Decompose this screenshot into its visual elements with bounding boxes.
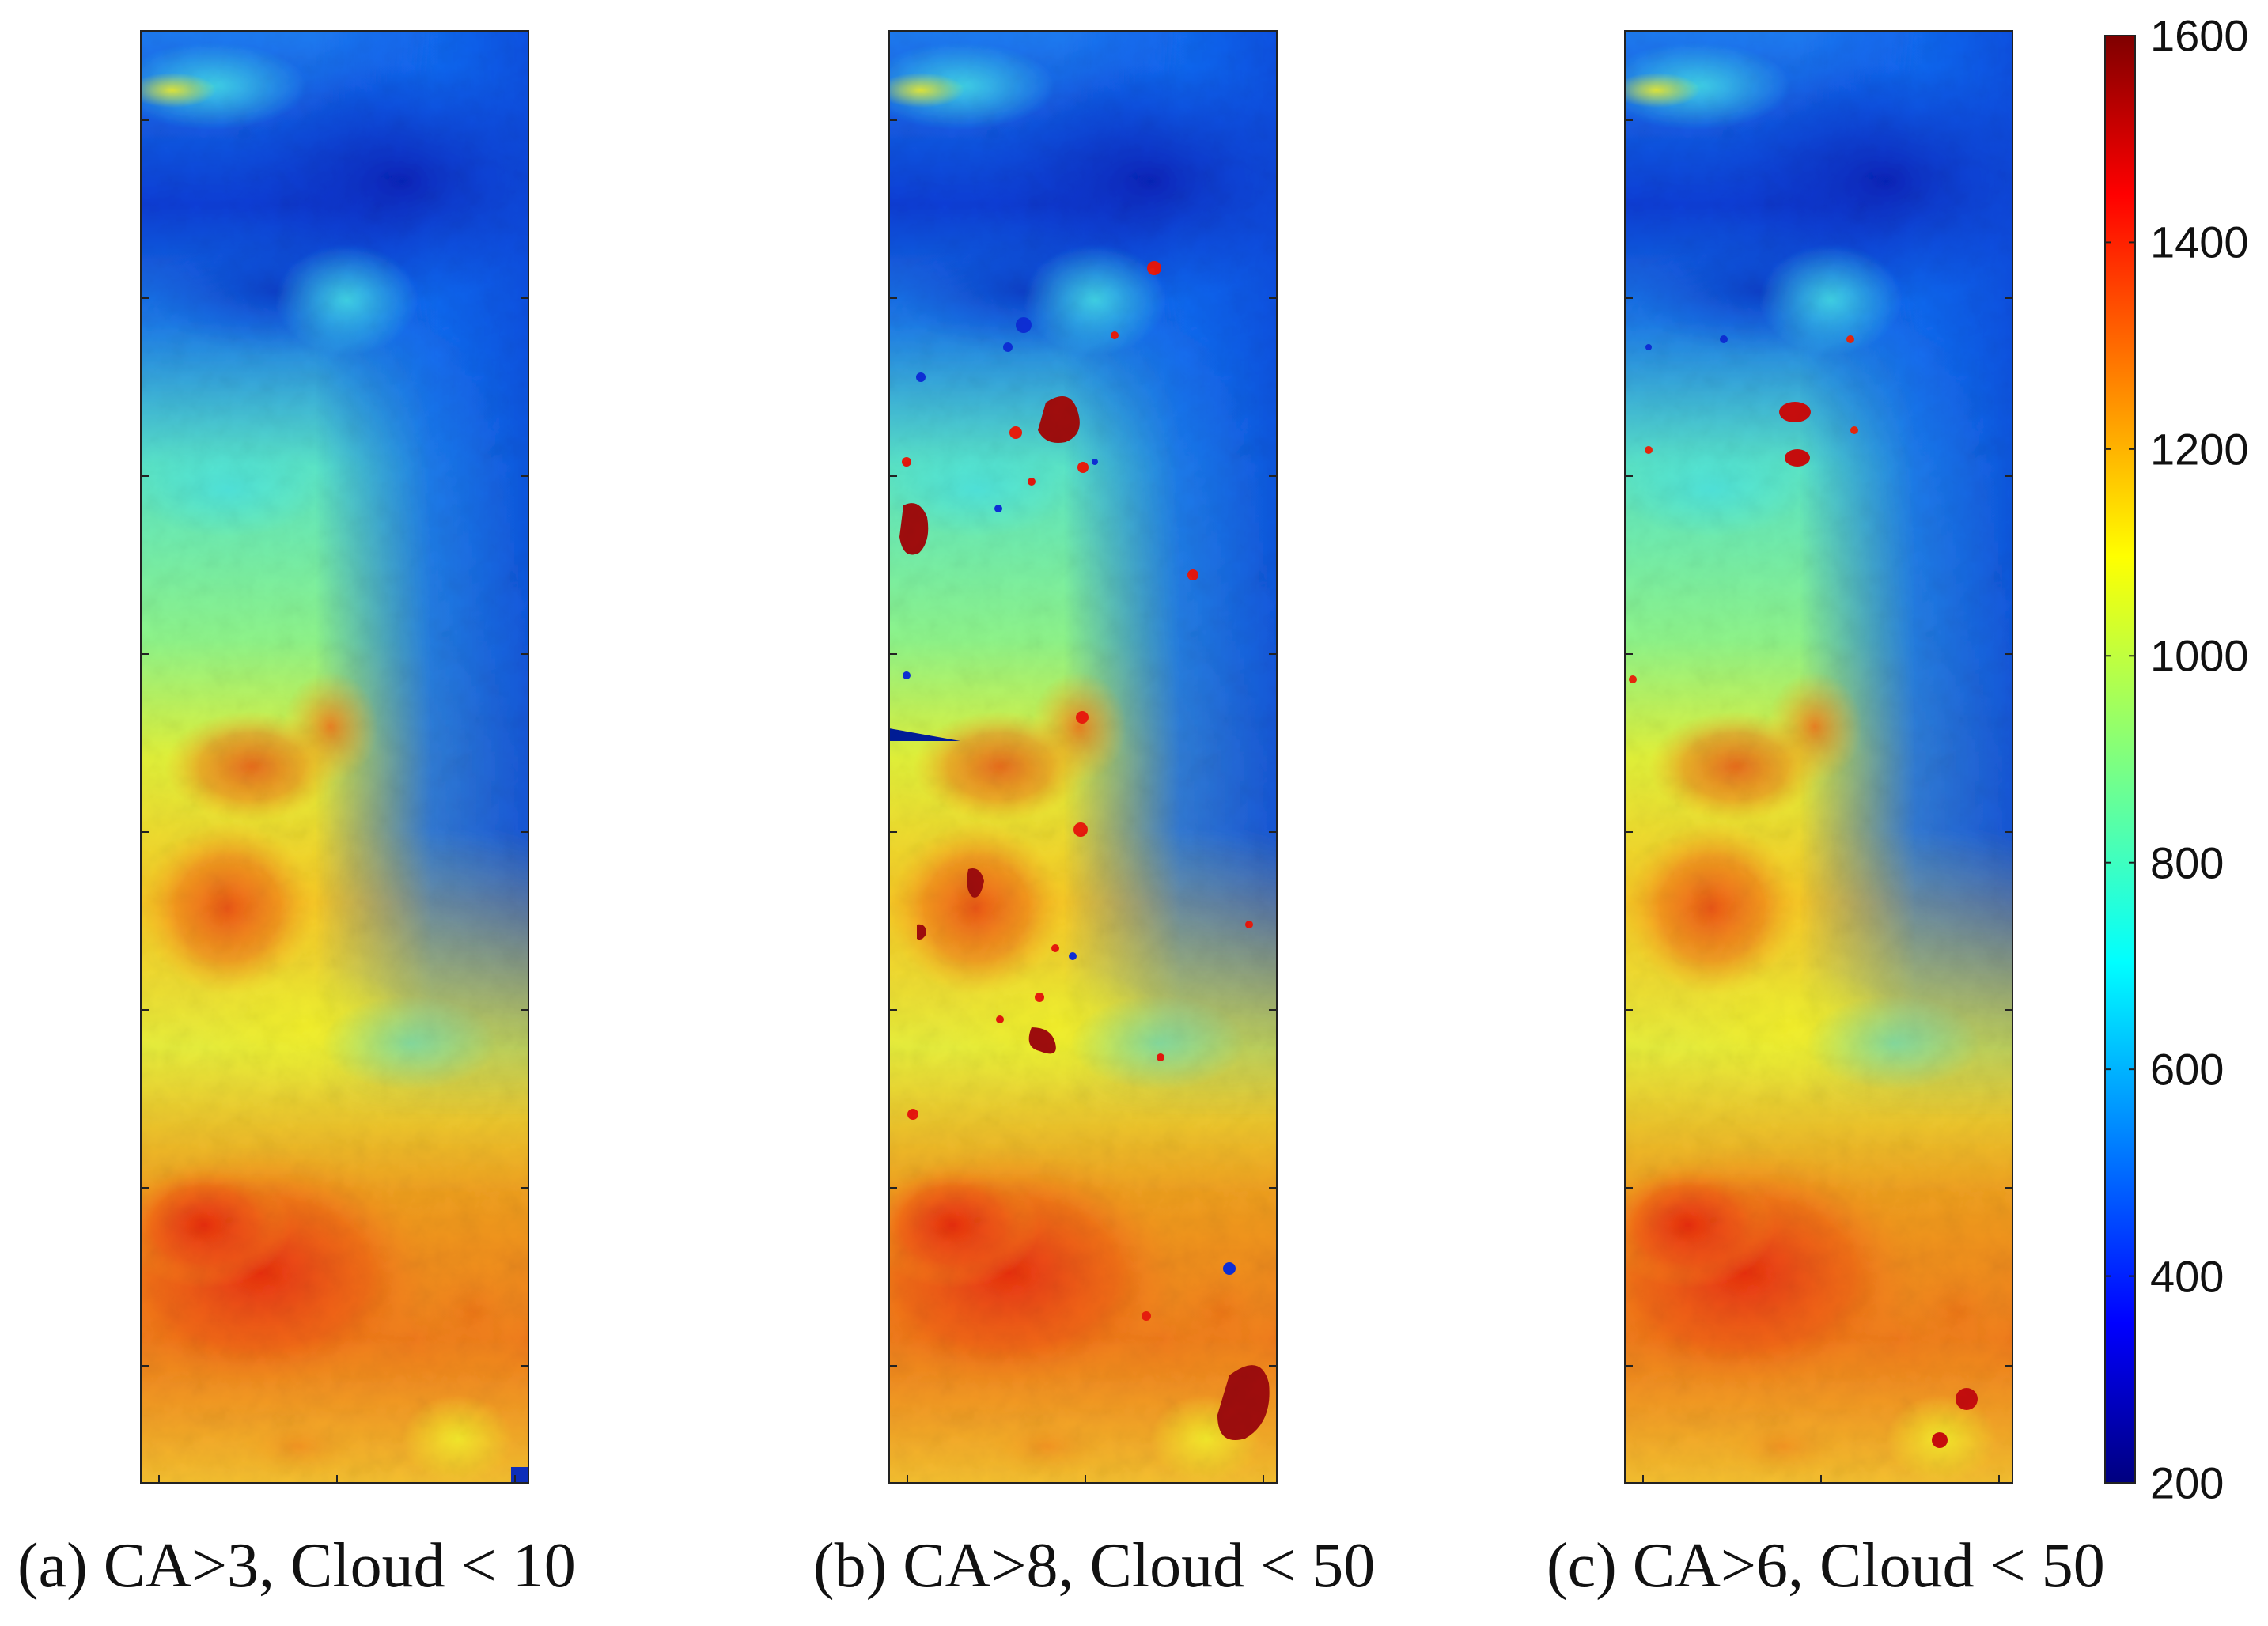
panel-b	[888, 30, 1278, 1484]
colorbar-tick-label: 1000	[2150, 630, 2249, 681]
colorbar-tick-label: 600	[2150, 1044, 2224, 1095]
colorbar-tick-label: 400	[2150, 1251, 2224, 1302]
panel-b-frame	[888, 30, 1278, 1484]
colorbar-tick-label: 1600	[2150, 10, 2249, 61]
colorbar-tick-label: 800	[2150, 838, 2224, 888]
panel-c	[1624, 30, 2013, 1484]
colorbar	[2104, 35, 2136, 1484]
caption-a: (a) CA>3, Cloud < 10	[17, 1531, 576, 1601]
colorbar-gradient	[2104, 35, 2136, 1484]
colorbar-tick-label: 200	[2150, 1458, 2224, 1508]
panel-a	[140, 30, 529, 1484]
caption-c: (c) CA>6, Cloud < 50	[1547, 1531, 2105, 1601]
colorbar-tick-label: 1200	[2150, 424, 2249, 475]
panel-a-frame	[140, 30, 529, 1484]
panel-c-frame	[1624, 30, 2013, 1484]
colorbar-tick-label: 1400	[2150, 217, 2249, 267]
caption-b: (b) CA>8, Cloud < 50	[813, 1531, 1376, 1601]
